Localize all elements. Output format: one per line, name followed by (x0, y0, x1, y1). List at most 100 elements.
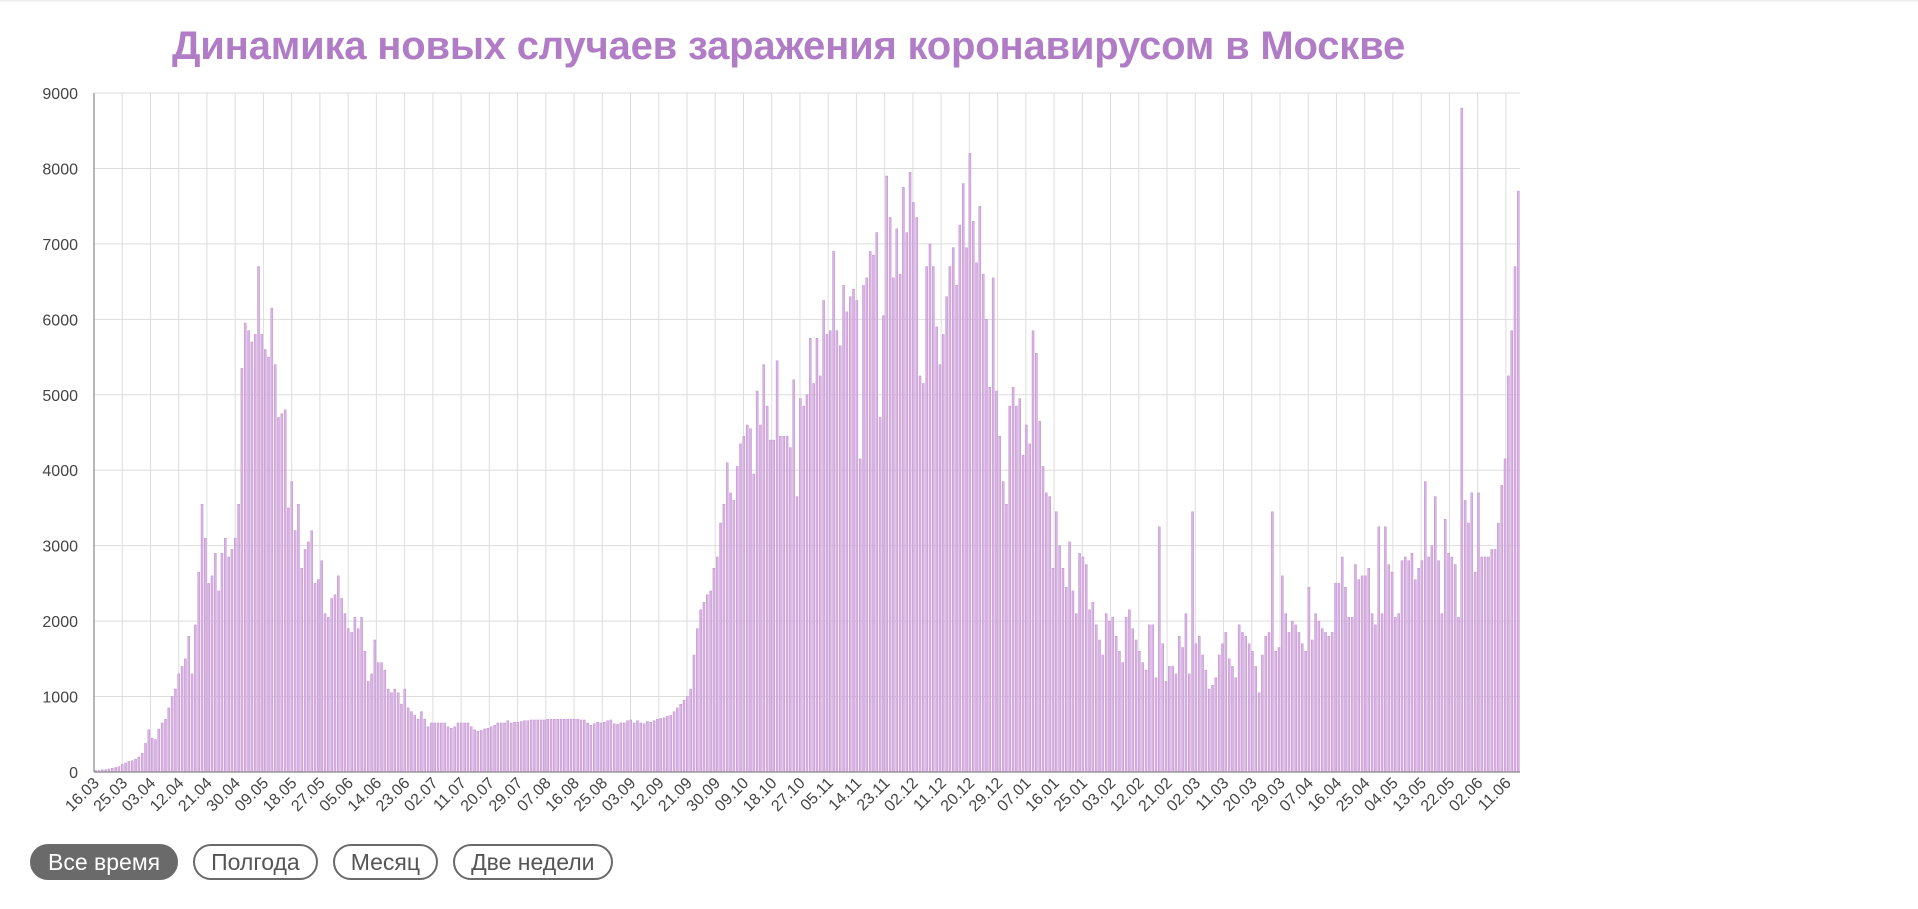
bar (197, 571, 200, 773)
range-button-half-year[interactable]: Полгода (193, 844, 318, 880)
bar (839, 345, 842, 773)
bar (649, 722, 652, 773)
bar (283, 409, 287, 773)
bar (1071, 590, 1075, 773)
bar (1008, 405, 1011, 773)
bar (1257, 692, 1261, 773)
bar (194, 624, 197, 773)
bar (267, 356, 270, 773)
bar (1387, 564, 1390, 773)
bar (622, 722, 626, 773)
range-button-two-weeks[interactable]: Две недели (453, 844, 613, 880)
bar (855, 300, 859, 773)
bar (666, 715, 669, 773)
bar (928, 243, 932, 773)
bar (496, 722, 500, 773)
bar (536, 719, 539, 773)
bar (829, 330, 832, 773)
bar (253, 334, 257, 773)
bar (240, 368, 244, 773)
bar (1144, 669, 1148, 773)
bar (981, 273, 985, 773)
bar (948, 266, 952, 773)
range-button-month[interactable]: Месяц (332, 844, 439, 880)
bar (1251, 651, 1254, 773)
bar (696, 628, 699, 773)
bar (632, 722, 636, 773)
bar (779, 436, 782, 773)
bar (1138, 651, 1141, 773)
bar (164, 718, 167, 773)
bar (905, 232, 908, 773)
bar (1497, 522, 1500, 773)
bar (1427, 556, 1430, 773)
bar (446, 726, 450, 773)
bar (569, 718, 573, 773)
bar (140, 752, 144, 773)
bar (513, 722, 516, 773)
bar (712, 568, 716, 773)
bar (1434, 496, 1437, 773)
bar (220, 553, 224, 773)
bar (330, 598, 333, 773)
bar (1058, 545, 1061, 773)
bar (619, 722, 623, 773)
bar (842, 285, 845, 773)
bar (1065, 586, 1068, 773)
bar (752, 473, 756, 773)
bar (573, 718, 576, 773)
bar (566, 718, 569, 773)
bar (1440, 613, 1444, 773)
bar (589, 725, 593, 773)
bar (579, 719, 583, 773)
bar (1114, 636, 1118, 773)
bar (556, 718, 559, 773)
bar (888, 217, 892, 773)
bar (965, 247, 968, 773)
chart: 010002000300040005000600070008000900016.… (42, 86, 1520, 815)
bar (971, 221, 975, 773)
bar (529, 719, 533, 773)
bar (1191, 511, 1194, 773)
bar (902, 187, 905, 773)
bar (1287, 632, 1291, 773)
bar (809, 337, 812, 773)
bar (769, 439, 772, 773)
bar (593, 723, 596, 773)
bar (1188, 673, 1191, 773)
bar (393, 688, 397, 773)
bar (1277, 647, 1281, 773)
bar (1510, 330, 1513, 773)
bar (1364, 575, 1367, 773)
bar (1307, 586, 1311, 773)
chart-title: Динамика новых случаев заражения коронав… (172, 24, 1406, 68)
bar (327, 617, 330, 773)
bar (885, 175, 889, 773)
bar (353, 617, 357, 773)
bar (1005, 503, 1008, 773)
bar (483, 728, 486, 773)
bar (1384, 526, 1387, 773)
bar (706, 594, 709, 773)
bar (626, 720, 629, 773)
bar (386, 688, 390, 773)
bar (862, 285, 865, 773)
bar (360, 617, 363, 773)
bar (1457, 617, 1460, 773)
bar (340, 598, 343, 773)
bar (1490, 549, 1493, 773)
bar (1261, 654, 1264, 773)
bar (539, 719, 543, 773)
y-tick-label: 7000 (42, 237, 78, 254)
bar (130, 760, 134, 773)
bar (782, 436, 785, 773)
bar (609, 719, 613, 773)
range-button-all-time[interactable]: Все время (30, 844, 179, 880)
bar (835, 330, 839, 773)
bar (606, 720, 609, 773)
bar (1274, 651, 1277, 773)
bar (1424, 481, 1427, 773)
bar (1084, 564, 1088, 773)
bar (1118, 651, 1121, 773)
bar (1483, 556, 1487, 773)
